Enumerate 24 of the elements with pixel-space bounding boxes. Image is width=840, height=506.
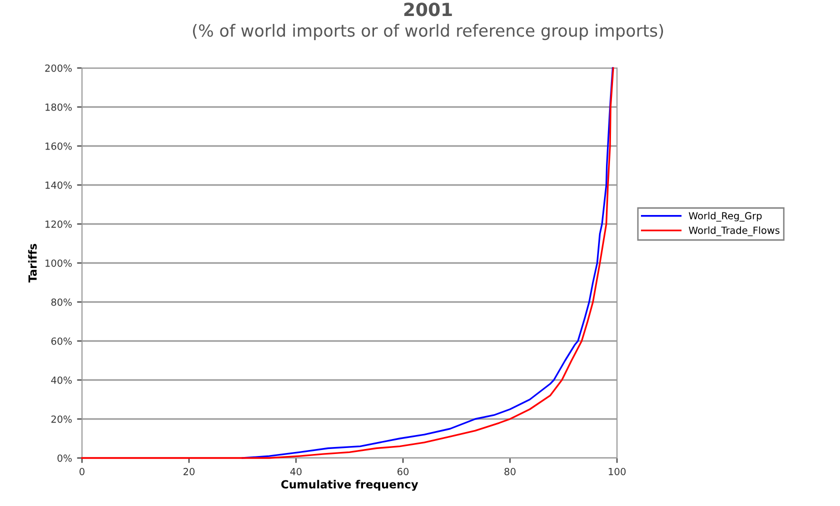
- y-tick-label: 180%: [46, 103, 72, 111]
- x-axis-title: Cumulative frequency: [281, 480, 418, 491]
- chart-subtitle: (% of world imports or of world reference group imports): [193, 24, 664, 40]
- legend-label: World_Trade_Flows: [688, 226, 780, 236]
- line-series: [81, 67, 614, 459]
- y-tick-label: 200%: [45, 64, 72, 72]
- x-tick-label: 20: [184, 468, 195, 476]
- y-tick-label: 60%: [51, 337, 72, 345]
- y-tick-label: 40%: [51, 376, 72, 384]
- y-tick-label: 100%: [46, 259, 72, 267]
- x-tick-label: 0: [80, 468, 84, 476]
- x-tick-label: 60: [397, 468, 409, 476]
- y-tick-label: 80%: [51, 298, 72, 306]
- x-tick-label: 40: [290, 468, 302, 476]
- x-tick-label: 100: [608, 468, 626, 476]
- legend-label: World_Reg_Grp: [688, 212, 762, 222]
- y-tick-label: 160%: [46, 142, 72, 150]
- y-tick-label: 120%: [46, 220, 72, 228]
- chart-title: 2001: [404, 2, 452, 16]
- x-tick-label: 80: [504, 468, 516, 476]
- y-tick-label: 0%: [57, 454, 72, 462]
- y-tick-label: 140%: [46, 181, 72, 189]
- y-axis-title: Tariffs: [28, 244, 37, 283]
- y-tick-label: 20%: [51, 415, 72, 423]
